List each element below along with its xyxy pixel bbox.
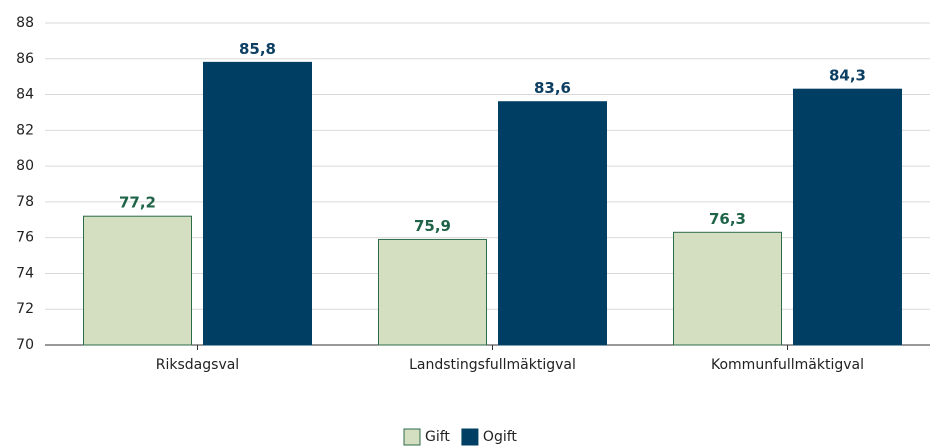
value-label: 77,2 bbox=[119, 194, 156, 212]
y-tick-label: 76 bbox=[16, 230, 34, 246]
x-tick-label: Landstingsfullmäktigval bbox=[409, 357, 576, 373]
value-label: 75,9 bbox=[414, 217, 451, 235]
y-tick-label: 80 bbox=[16, 158, 34, 174]
x-tick-label: Kommunfullmäktigval bbox=[711, 357, 864, 373]
x-tick-label: Riksdagsval bbox=[156, 357, 239, 373]
y-tick-label: 82 bbox=[16, 122, 34, 138]
bar bbox=[378, 238, 487, 346]
bar bbox=[793, 88, 902, 346]
legend-label: Gift bbox=[425, 429, 450, 445]
y-tick-label: 78 bbox=[16, 194, 34, 210]
value-label: 76,3 bbox=[709, 210, 746, 228]
value-label: 85,8 bbox=[239, 40, 276, 58]
y-tick-label: 70 bbox=[16, 337, 34, 353]
y-tick-label: 84 bbox=[16, 87, 34, 103]
bar bbox=[498, 101, 607, 346]
legend-label: Ogift bbox=[483, 429, 517, 445]
value-label: 84,3 bbox=[829, 67, 866, 85]
legend-swatch bbox=[461, 428, 479, 446]
value-label: 83,6 bbox=[534, 79, 571, 97]
y-tick-label: 74 bbox=[16, 265, 34, 281]
bar bbox=[673, 231, 782, 346]
bar bbox=[203, 61, 312, 346]
y-tick-label: 86 bbox=[16, 51, 34, 67]
bar bbox=[83, 215, 192, 346]
legend-swatch bbox=[403, 428, 421, 446]
y-tick-label: 88 bbox=[16, 15, 34, 31]
y-tick-label: 72 bbox=[16, 301, 34, 317]
